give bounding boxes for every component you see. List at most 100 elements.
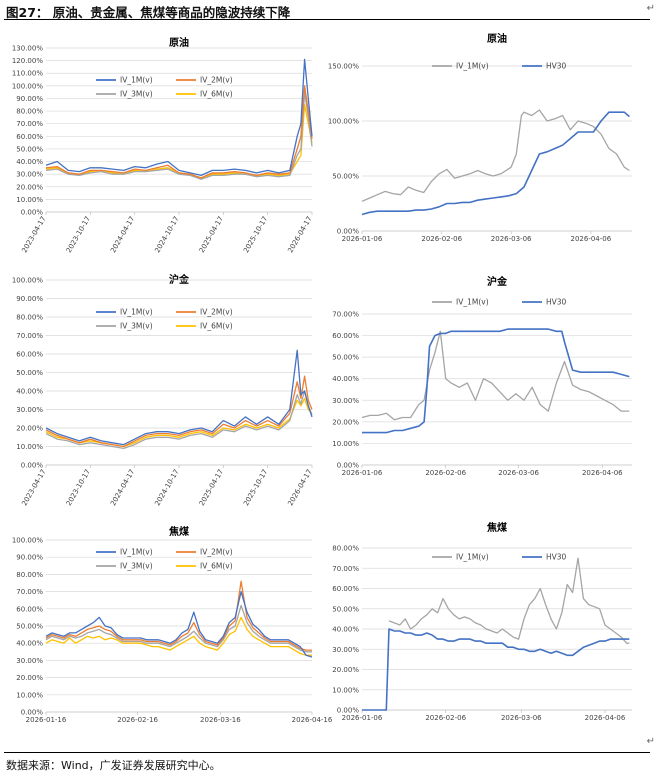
x-tick-label: 2024-10-17 [153,468,180,507]
y-tick-label: 20.00% [332,418,359,426]
x-tick-label: 2025-10-17 [242,215,269,254]
y-tick-label: 20.00% [16,425,43,433]
legend-label: HV30 [546,62,567,71]
y-tick-label: 120.00% [12,57,43,65]
x-tick-label: 2023-10-17 [65,215,92,254]
gold-iv-series-iv1m [45,349,313,446]
y-tick-label: 0.00% [21,209,44,217]
coking-iv-series-iv1m [45,590,313,658]
x-tick-label: 2023-10-17 [65,468,92,507]
x-tick-label: 2026-04-06 [585,714,626,722]
x-tick-label: 2026-03-16 [200,716,241,724]
gold-hv-series-hv30 [362,328,630,434]
legend-label: IV_1M(ⅴ) [456,553,489,562]
y-tick-label: 30.00% [16,406,43,414]
y-tick-label: 100.00% [12,277,43,285]
coking-iv-series-iv6m [45,616,312,656]
crude-hv-title: 原油 [487,32,507,45]
y-tick-label: 0.00% [337,462,360,470]
coking-iv-title: 焦煤 [168,525,189,538]
y-tick-label: 30.00% [332,397,359,405]
crude-iv-title: 原油 [169,36,189,49]
y-tick-label: 30.00% [16,171,43,179]
y-tick-label: 60.00% [332,332,359,340]
y-tick-label: 30.00% [332,646,359,654]
y-tick-label: 40.00% [16,640,43,648]
crude-iv-series-iv3m [45,91,313,180]
figure-title: 图27： 原油、贵金属、焦煤等商品的隐波持续下降 [6,5,291,20]
x-tick-label: 2026-04-16 [292,716,333,724]
y-tick-label: 100.00% [328,118,359,126]
x-tick-label: 2026-04-06 [571,235,612,243]
source-divider [4,752,650,753]
y-tick-label: 80.00% [16,314,43,322]
legend-label: IV_3M(ⅴ) [120,90,153,99]
legend-label: IV_6M(ⅴ) [200,322,233,331]
crude-iv-series-iv1m [45,58,313,177]
y-tick-label: 0.00% [337,707,360,715]
x-tick-label: 2025-04-17 [198,468,225,507]
y-tick-label: 20.00% [332,666,359,674]
y-tick-label: 90.00% [16,295,43,303]
x-tick-label: 2026-02-06 [425,714,466,722]
crude-iv-chart: 原油 0.00% 10.00% 20.00% 30.00% 40.00% 50.00% 60.… [12,36,314,254]
title-divider [4,19,650,20]
x-tick-label: 2026-03-06 [498,469,539,477]
y-tick-label: 100.00% [12,82,43,90]
x-tick-label: 2026-02-06 [421,235,462,243]
legend-label: IV_1M(ⅴ) [456,62,489,71]
x-tick-label: 2025-04-17 [198,215,225,254]
y-tick-label: 70.00% [332,565,359,573]
y-tick-label: 0.00% [21,709,44,717]
x-tick-label: 2023-04-17 [20,468,47,507]
y-tick-label: 90.00% [16,95,43,103]
coking-hv-series-hv30 [362,628,630,711]
y-tick-label: 80.00% [16,108,43,116]
y-tick-label: 50.00% [332,605,359,613]
x-tick-label: 2026-01-06 [342,469,383,477]
coking-iv-chart: 焦煤 0.00% 10.00% 20.00% 30.00% 40.00% 50.00% 60.… [12,525,333,724]
gold-iv-title: 沪金 [169,273,190,286]
x-tick-label: 2024-04-17 [109,468,136,507]
legend-label: IV_6M(ⅴ) [200,562,233,571]
legend-label: IV_2M(ⅴ) [200,308,233,317]
crude-iv-series-iv2m [45,85,313,179]
y-tick-label: 60.00% [332,585,359,593]
y-tick-label: 60.00% [16,133,43,141]
crude-hv-series-iv1m [361,109,630,202]
gold-iv-chart: 沪金 0.00% 10.00% 20.00% 30.00% 40.00% 50.00% 60.… [12,273,314,507]
y-tick-label: 10.00% [16,443,43,451]
crude-iv-series-iv6m [45,104,313,179]
y-tick-label: 50.00% [16,623,43,631]
y-tick-label: 10.00% [16,196,43,204]
legend-label: IV_1M(ⅴ) [120,76,153,85]
y-tick-label: 60.00% [16,605,43,613]
legend-label: HV30 [546,553,567,562]
y-tick-label: 40.00% [16,158,43,166]
gold-hv-series-iv1m [361,330,630,421]
x-tick-label: 2026-02-06 [425,469,466,477]
crude-hv-series-hv30 [361,111,630,216]
gold-iv-series-iv2m [45,375,313,448]
y-tick-label: 110.00% [12,70,43,78]
y-tick-label: 150.00% [328,63,359,71]
y-tick-label: 10.00% [332,440,359,448]
y-tick-label: 70.00% [16,120,43,128]
gold-iv-series-iv3m [45,390,313,450]
x-tick-label: 2026-01-06 [342,235,383,243]
y-tick-label: 60.00% [16,351,43,359]
y-tick-label: 80.00% [332,545,359,553]
return-mark: ↵ [646,3,655,14]
y-tick-label: 70.00% [16,332,43,340]
coking-hv-chart: 焦煤 0.00% 10.00% 20.00% 30.00% 40.00% 50.00% 60.… [332,521,632,722]
y-tick-label: 50.00% [16,145,43,153]
legend-label: IV_3M(ⅴ) [120,562,153,571]
x-tick-label: 2023-04-17 [20,215,47,254]
y-tick-label: 30.00% [16,657,43,665]
y-tick-label: 70.00% [332,311,359,319]
x-tick-label: 2025-10-17 [242,468,269,507]
legend-label: IV_6M(ⅴ) [200,90,233,99]
x-tick-label: 2026-04-17 [286,468,313,507]
y-tick-label: 70.00% [16,588,43,596]
y-tick-label: 100.00% [12,537,43,545]
